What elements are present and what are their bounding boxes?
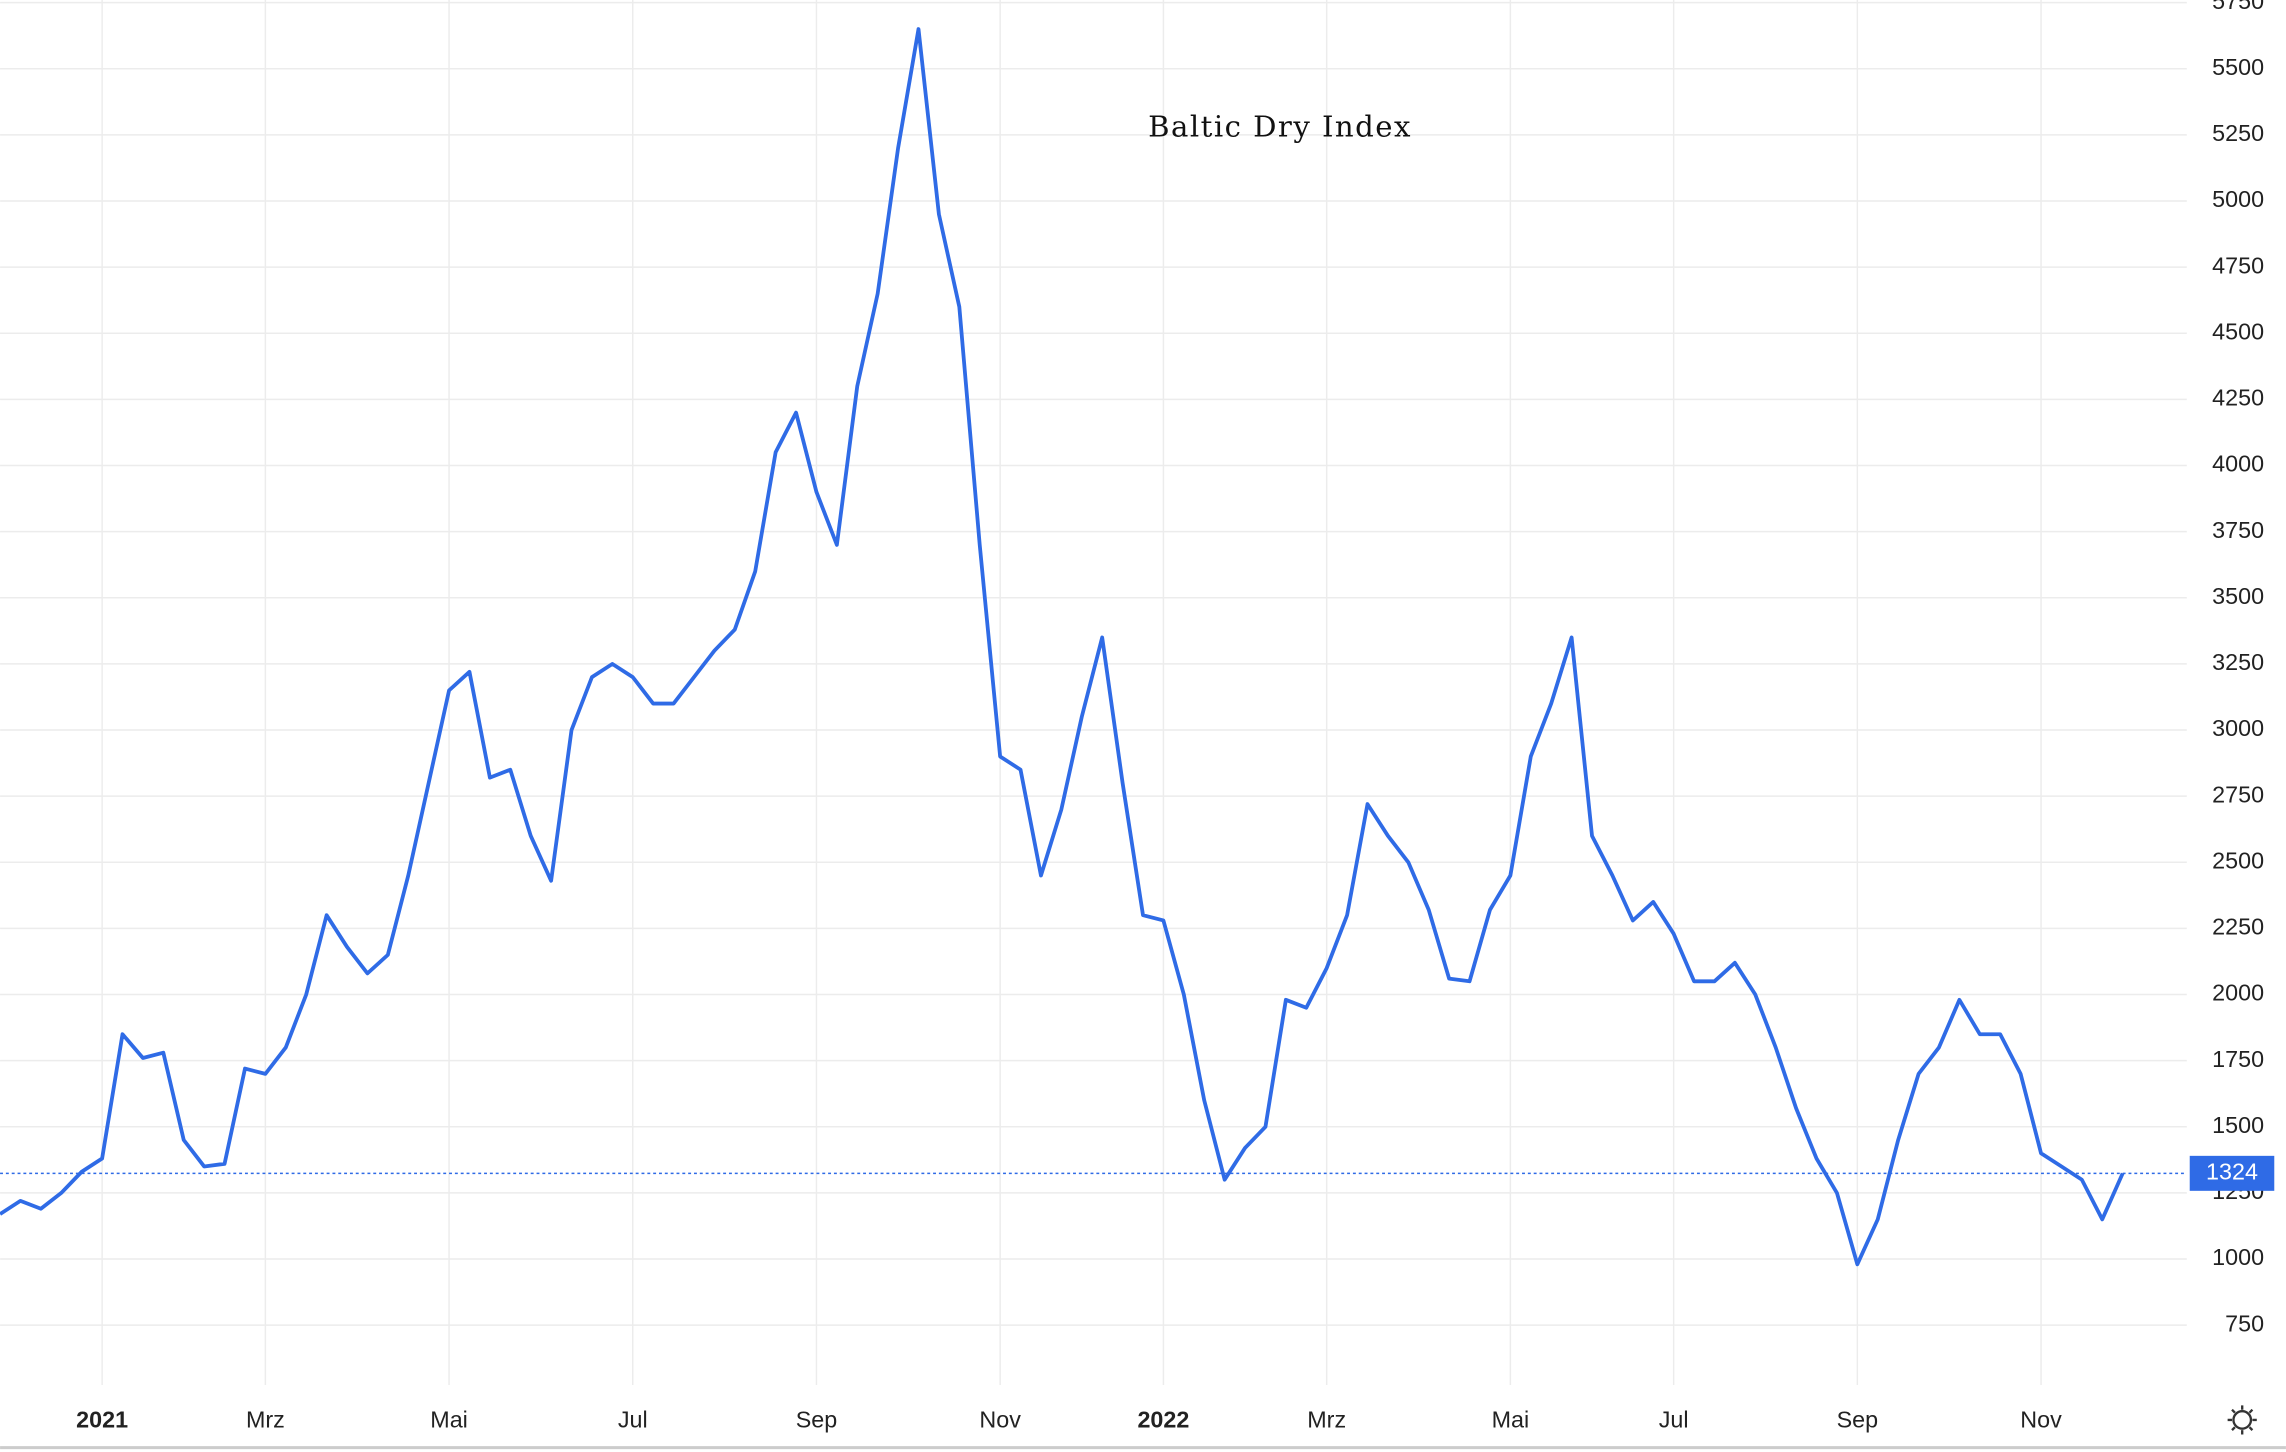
y-tick-label: 5000 (2212, 186, 2264, 212)
y-tick-label: 3250 (2212, 649, 2264, 675)
y-tick-label: 3000 (2212, 715, 2264, 741)
x-tick-label: Mai (1492, 1407, 1530, 1433)
line (0, 27, 2125, 1267)
y-tick-label: 2000 (2212, 980, 2264, 1006)
x-tick-label: Mrz (1307, 1407, 1346, 1433)
settings-icon[interactable] (2227, 1405, 2257, 1435)
x-tick-label: 2021 (76, 1407, 128, 1433)
y-tick-label: 5500 (2212, 54, 2264, 80)
last-value-box (2189, 1155, 2275, 1191)
y-tick-label: 5750 (2212, 0, 2264, 14)
y-tick-label: 4000 (2212, 451, 2264, 477)
y-tick-label: 1500 (2212, 1112, 2264, 1138)
y-tick-label: 1000 (2212, 1244, 2264, 1270)
y-tick-label: 1750 (2212, 1046, 2264, 1072)
y-tick-label: 5250 (2212, 120, 2264, 146)
x-tick-label: 2022 (1137, 1407, 1189, 1433)
chart-title: Baltic Dry Index (1148, 109, 1412, 143)
x-tick-label: Jul (1659, 1407, 1689, 1433)
y-tick-label: 2250 (2212, 914, 2264, 940)
y-tick-label: 750 (2225, 1310, 2264, 1336)
y-tick-label: 4250 (2212, 385, 2264, 411)
x-tick-label: Mrz (246, 1407, 285, 1433)
last-value-label: 1324 (2206, 1158, 2258, 1184)
y-tick-label: 4500 (2212, 318, 2264, 344)
x-tick-label: Sep (796, 1407, 837, 1433)
x-tick-label: Nov (979, 1407, 1021, 1433)
y-tick-label: 3500 (2212, 583, 2264, 609)
y-tick-label: 4750 (2212, 252, 2264, 278)
x-tick-label: Mai (430, 1407, 468, 1433)
y-tick-label: 2750 (2212, 781, 2264, 807)
x-tick-label: Nov (2020, 1407, 2062, 1433)
x-tick-label: Jul (618, 1407, 648, 1433)
y-tick-label: 3750 (2212, 517, 2264, 543)
x-tick-label: Sep (1837, 1407, 1878, 1433)
y-tick-label: 2500 (2212, 847, 2264, 873)
grid (0, 0, 2187, 1385)
